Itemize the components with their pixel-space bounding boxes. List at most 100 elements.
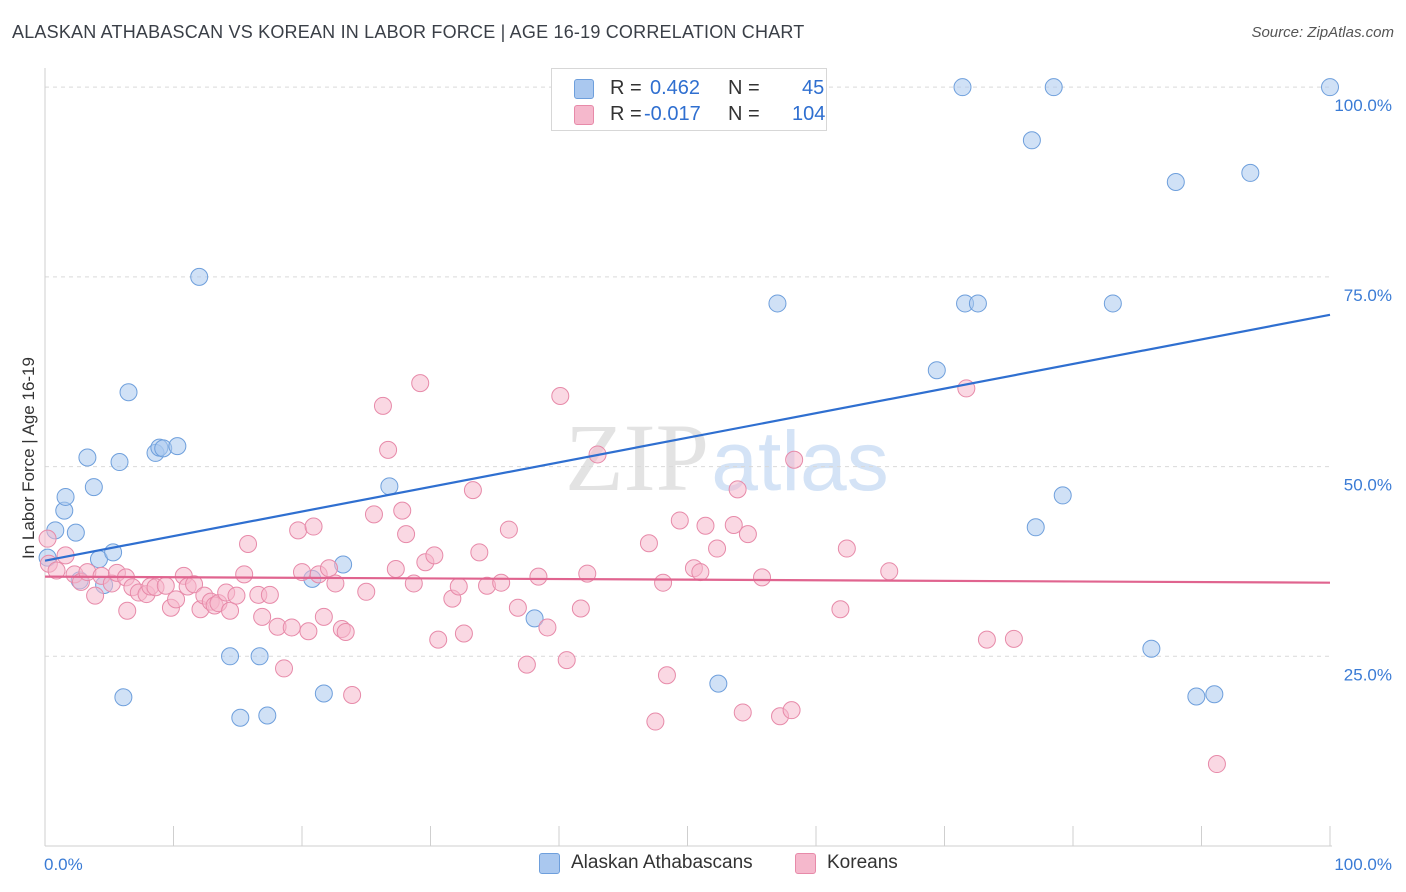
y-axis-title: In Labor Force | Age 16-19 [19,357,38,559]
data-point [728,480,747,499]
x-tick-label-min: 0.0% [44,855,83,874]
data-point [571,599,590,618]
data-point [525,609,544,628]
data-point [508,598,527,617]
trend-line-koreans [44,575,1331,584]
data-point [463,481,482,500]
correlation-legend: R = 0.462 N = 45 R = -0.017 N = 104 [551,68,827,131]
data-point [1187,687,1206,706]
data-point [1053,486,1072,505]
data-point [1207,755,1226,774]
axes [44,68,1332,847]
legend-r-label: R = [610,103,642,125]
data-point [304,517,323,536]
data-point [239,534,258,553]
data-point [336,623,355,642]
data-point [831,600,850,619]
data-point [373,396,392,415]
data-point [785,450,804,469]
data-point [84,478,103,497]
data-point [221,601,240,620]
data-point [696,516,715,535]
data-point [953,78,972,97]
y-tick-label: 50.0% [1344,476,1392,495]
data-point [397,525,416,544]
data-point [782,701,801,720]
y-tick-label: 25.0% [1344,665,1392,684]
data-point [449,577,468,596]
data-point [691,563,710,582]
data-point [253,607,272,626]
data-point [880,562,899,581]
data-point [1103,294,1122,313]
data-point [639,534,658,553]
data-point [118,601,137,620]
data-point [221,647,240,666]
data-point [429,630,448,649]
data-point [411,374,430,393]
data-point [1241,163,1260,182]
data-point [1004,629,1023,648]
data-point [538,618,557,637]
trend-lines [44,313,1331,584]
data-point [708,539,727,558]
data-point [470,543,489,562]
data-point [753,568,772,587]
data-point [529,567,548,586]
data-point [168,437,187,456]
data-point [1022,131,1041,150]
data-point [379,440,398,459]
legend-r-label: R = [610,77,642,99]
data-point [314,684,333,703]
legend-n-label: N = [728,77,760,99]
legend-n-label: N = [728,103,760,125]
data-point [977,630,996,649]
data-point [557,651,576,670]
data-point [47,561,66,580]
data-point [646,712,665,731]
data-point [364,505,383,524]
chart-title: ALASKAN ATHABASCAN VS KOREAN IN LABOR FO… [12,22,805,42]
data-point [380,477,399,496]
data-point [386,560,405,579]
data-point [724,516,743,535]
bottom-legend-swatch-blue [539,853,560,874]
data-point [78,448,97,467]
data-point [167,590,186,609]
data-point [231,708,250,727]
data-point [227,586,246,605]
data-point [343,685,362,704]
data-point [499,520,518,539]
axis-labels: 25.0% 50.0% 75.0% 100.0% 0.0% 100.0% In Labor … [19,96,1392,874]
legend-swatch-blue [574,79,594,99]
legend-n-value: 104 [792,103,826,125]
x-tick-label-max: 100.0% [1334,855,1392,874]
data-point [119,383,138,402]
data-point [299,622,318,641]
data-point [492,573,511,592]
y-tick-label: 75.0% [1344,286,1392,305]
data-point [357,582,376,601]
data-point [1142,639,1161,658]
legend-r-value: 0.462 [650,77,701,99]
series-alaskan-athabascans [38,78,1339,727]
y-tick-label: 100.0% [1334,96,1392,115]
legend-n-value: 45 [802,77,825,99]
data-point [738,525,757,544]
data-point [1321,78,1339,97]
data-point [425,546,444,565]
data-point [927,361,946,380]
data-point [185,575,204,594]
source-credit: Source: ZipAtlas.com [1251,24,1394,41]
data-point [670,511,689,530]
data-point [250,647,269,666]
legend-r-value: -0.017 [644,103,701,125]
data-point [733,703,752,722]
bottom-legend-label: Alaskan Athabascans [571,852,753,873]
data-point [66,523,85,542]
data-point [1205,685,1224,704]
data-point [235,565,254,584]
data-point [551,387,570,406]
data-point [1044,78,1063,97]
